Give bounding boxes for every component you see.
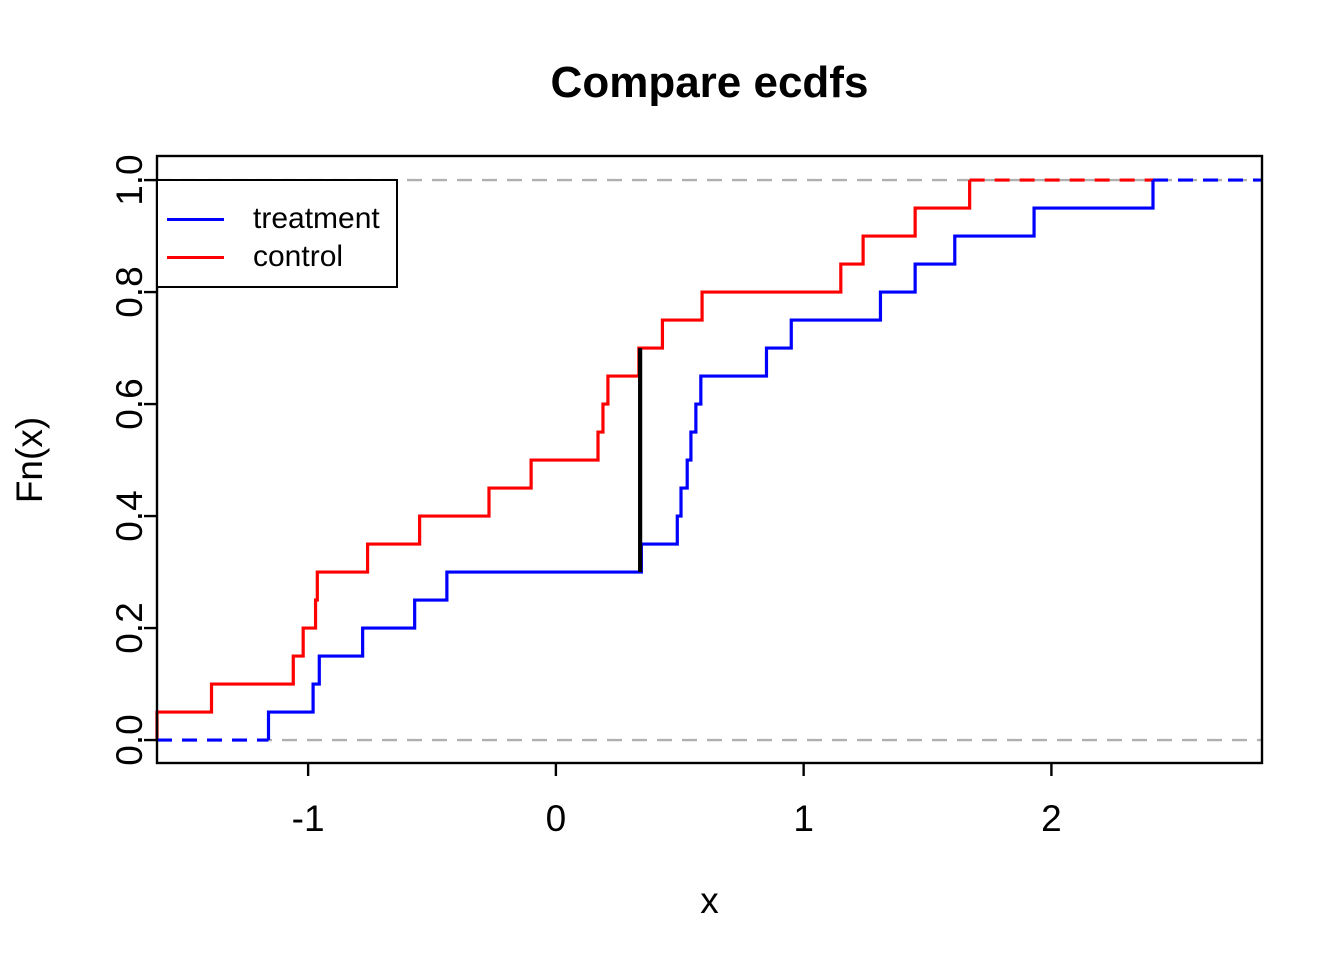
y-tick-label: 0.6 [109, 378, 150, 429]
y-axis-title: Fn(x) [9, 416, 50, 504]
x-tick-label: 1 [793, 798, 814, 839]
treatment-ecdf-curve [266, 180, 1155, 741]
legend-label-treatment: treatment [253, 202, 380, 235]
x-axis-title: x [700, 880, 719, 921]
chart-title: Compare ecdfs [550, 58, 869, 107]
y-tick-label: 1.0 [109, 154, 150, 205]
treatment-line-swatch [167, 217, 224, 221]
legend-item-control: control [158, 238, 396, 276]
plot-border [155, 154, 1264, 765]
control-line-swatch [167, 255, 224, 259]
y-tick-label: 0.4 [109, 490, 150, 541]
y-tick-label: 0.8 [109, 266, 150, 317]
x-tick-label: -1 [292, 798, 325, 839]
control-ecdf-curve [155, 180, 972, 741]
legend-box: treatment control [156, 179, 398, 288]
y-tick-label: 0.2 [109, 602, 150, 653]
x-tick-label: 2 [1041, 798, 1062, 839]
legend-label-control: control [253, 240, 344, 273]
x-tick-label: 0 [546, 798, 567, 839]
y-tick-label: 0.0 [109, 714, 150, 765]
legend-item-treatment: treatment [158, 200, 396, 238]
